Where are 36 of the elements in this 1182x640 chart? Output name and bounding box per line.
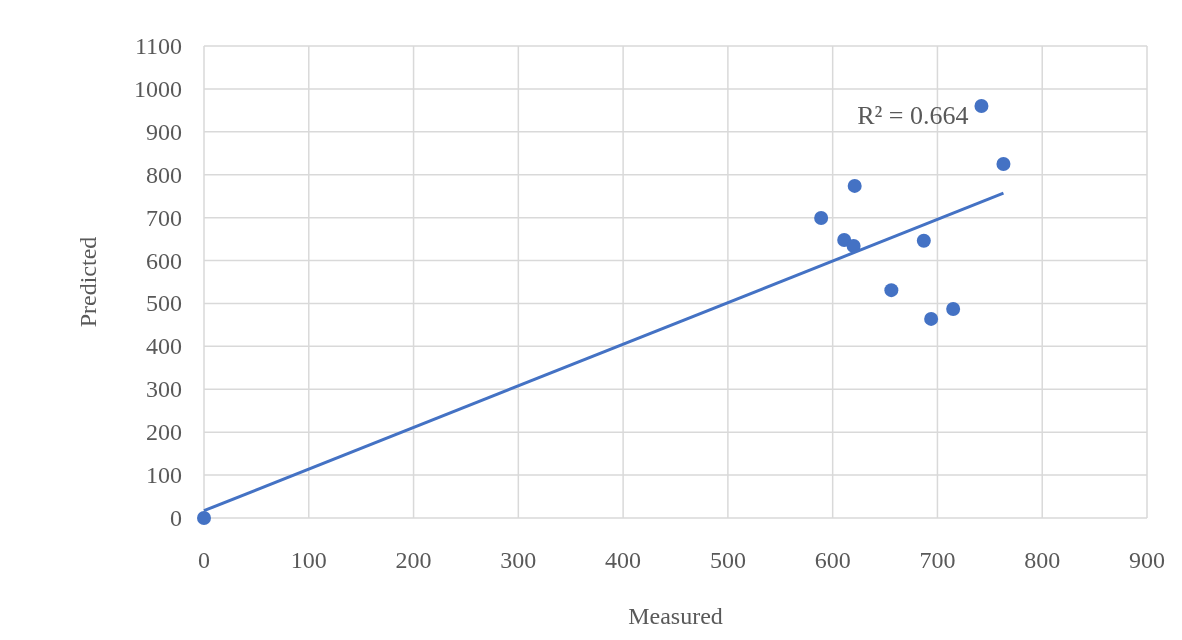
y-tick-label: 500	[146, 290, 182, 317]
x-tick-label: 800	[1024, 547, 1061, 573]
y-tick-label: 300	[146, 376, 182, 403]
y-tick-label: 200	[146, 419, 182, 446]
y-tick-label: 600	[146, 247, 182, 274]
x-tick-label: 400	[605, 547, 642, 573]
point	[996, 157, 1011, 171]
y-tick-label: 400	[146, 333, 182, 360]
x-tick-label: 700	[919, 547, 956, 573]
x-tick-label: 500	[709, 547, 746, 573]
x-tick-label: 200	[395, 547, 432, 573]
point	[924, 311, 939, 326]
point	[197, 511, 211, 525]
y-tick-label: 0	[170, 505, 182, 531]
point	[916, 233, 931, 248]
x-tick-label: 300	[500, 547, 537, 573]
point	[837, 232, 852, 247]
x-axis-title: Measured	[628, 603, 723, 629]
y-axis-title: Predicted	[75, 236, 101, 328]
point	[847, 178, 862, 193]
y-tick-label: 800	[146, 161, 182, 188]
annotation: R² = 0.664	[857, 101, 969, 130]
x-tick-label: 100	[290, 547, 327, 573]
point	[946, 302, 961, 317]
y-tick-label: 1000	[134, 75, 182, 102]
y-tick-label: 100	[146, 462, 182, 489]
point	[814, 211, 829, 226]
y-tick-label: 900	[146, 118, 182, 145]
x-tick-label: 0	[198, 547, 210, 573]
y-tick-label: 700	[146, 204, 182, 231]
y-tick-label: 1100	[134, 33, 182, 59]
x-tick-label: 600	[814, 547, 851, 573]
point	[974, 99, 989, 114]
point	[846, 238, 861, 253]
x-tick-label: 900	[1129, 547, 1165, 573]
point	[884, 283, 899, 298]
